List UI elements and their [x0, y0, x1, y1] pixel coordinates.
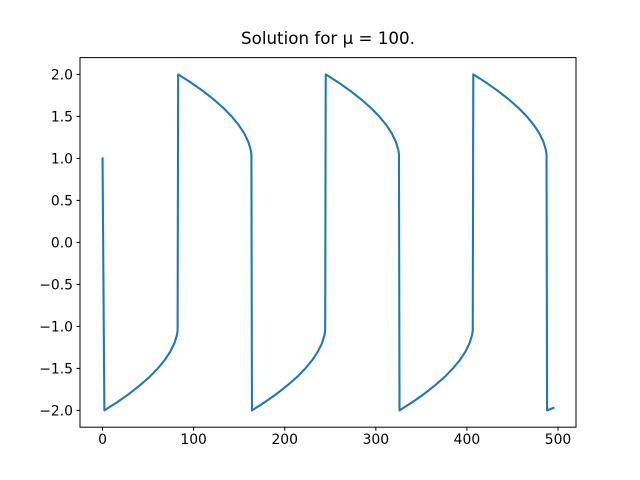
y-tick-label: 1.0 [51, 151, 73, 167]
y-tick-label: −0.5 [39, 277, 73, 293]
data-line [101, 73, 555, 412]
x-tick-label: 100 [180, 432, 207, 448]
x-tick-label: 300 [363, 432, 390, 448]
x-tick-label: 400 [454, 432, 481, 448]
plot-frame [79, 57, 577, 428]
x-tick-label: 200 [271, 432, 298, 448]
y-tick-label: −2.0 [39, 403, 73, 419]
x-tick-label: 500 [545, 432, 572, 448]
y-tick-label: 0.5 [51, 193, 73, 209]
y-tick-label: 2.0 [51, 67, 73, 83]
y-tick-label: −1.5 [39, 361, 73, 377]
y-tick-label: 0.0 [51, 235, 73, 251]
chart-title: Solution for μ = 100. [241, 28, 415, 48]
y-tick-label: 1.5 [51, 109, 73, 125]
y-tick-label: −1.0 [39, 319, 73, 335]
x-tick-label: 0 [98, 432, 107, 448]
